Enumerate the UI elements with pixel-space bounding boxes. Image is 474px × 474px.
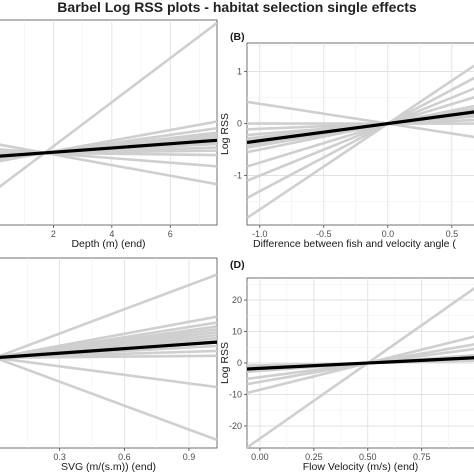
panel-grid: [23, 20, 200, 225]
x-tick-label: -1.0: [252, 229, 268, 239]
panel-lines: [247, 64, 474, 220]
y-tick-label: -20: [229, 421, 242, 431]
y-tick-label: 20: [232, 295, 242, 305]
y-tick-label: 1: [237, 67, 242, 77]
x-tick-label: 6: [168, 229, 173, 239]
panel-4: 0.00 0.25 0.50 0.75 -20 -10 0 10 20 Flow Velocity…: [219, 259, 474, 473]
x-axis-label: Depth (m) (end): [71, 238, 145, 250]
y-tick-label: 0: [237, 119, 242, 129]
individual-line: [0, 143, 217, 186]
panel-lines: [247, 287, 474, 448]
individual-line: [247, 95, 474, 168]
panel-background: [0, 19, 218, 226]
individual-line: [0, 358, 217, 442]
x-axis-label: SVG (m/(s.m)) (end): [61, 461, 156, 473]
x-axis-label: Flow Velocity (m/s) (end): [303, 461, 419, 473]
y-tick-label: -10: [229, 389, 242, 399]
x-tick-label: 0.75: [413, 452, 431, 462]
panel-lines: [0, 273, 217, 442]
individual-line: [247, 287, 474, 448]
population-line: [247, 110, 474, 145]
x-axis-label: Difference between fish and velocity ang…: [253, 238, 456, 250]
y-tick-label: 0: [237, 358, 242, 368]
x-tick-label: 0.9: [183, 452, 196, 462]
individual-line: [0, 354, 217, 360]
panel-tag: (B): [230, 31, 245, 43]
y-tick-label: 10: [232, 327, 242, 337]
x-tick-label: 4: [109, 229, 114, 239]
individual-line: [247, 76, 474, 200]
x-tick-label: 0.50: [359, 452, 377, 462]
panel-3: 0.3 0.6 0.9 SVG (m/(s.m)) (end): [0, 257, 218, 473]
population-line: [247, 356, 474, 371]
population-line: [0, 138, 217, 158]
figure-title: Barbel Log RSS plots - habitat selection…: [57, 0, 417, 15]
x-tick-label: 0.5: [446, 229, 459, 239]
panel-2: -1.0 -0.5 0.0 0.5 -1 0 1 Difference between fis…: [219, 31, 474, 250]
x-tick-label: 0.25: [305, 452, 323, 462]
individual-line: [0, 21, 217, 189]
individual-line: [247, 64, 474, 220]
x-tick-label: -0.5: [316, 229, 332, 239]
x-tick-label: 0.6: [118, 452, 131, 462]
individual-line: [0, 273, 217, 358]
x-tick-label: 0.00: [251, 452, 269, 462]
y-tick-label: -1: [234, 171, 242, 181]
individual-line: [0, 357, 217, 389]
y-axis-label: Log RSS: [219, 113, 231, 155]
x-tick-label: 2: [51, 229, 56, 239]
x-tick-label: 0.3: [53, 452, 66, 462]
individual-line: [247, 100, 474, 139]
x-tick-label: 0.0: [382, 229, 395, 239]
panel-lines: [0, 21, 217, 189]
panel-1: 2 4 6 Depth (m) (end): [0, 19, 218, 250]
population-line: [0, 340, 217, 360]
y-axis-label: Log RSS: [219, 342, 231, 384]
individual-line: [247, 87, 474, 183]
panel-tag: (D): [230, 259, 245, 271]
